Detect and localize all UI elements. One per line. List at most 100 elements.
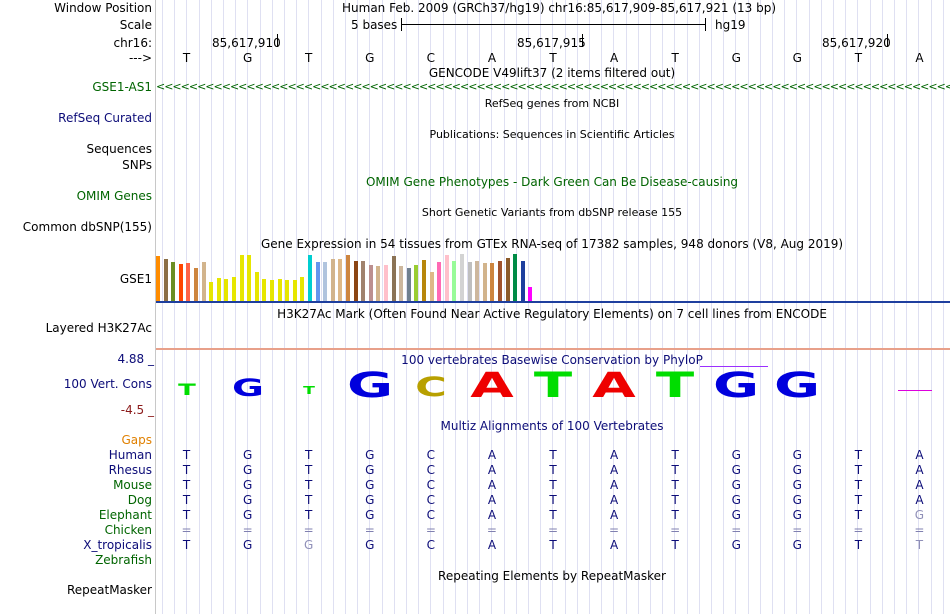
gtex-tissue-bar[interactable] xyxy=(482,263,487,301)
gtex-tissue-bar[interactable] xyxy=(444,255,449,301)
gtex-tissue-bar[interactable] xyxy=(308,255,312,301)
gtex-tissue-bar[interactable] xyxy=(475,261,480,301)
gtex-tissue-bar[interactable] xyxy=(247,255,252,301)
gtex-tissue-bar[interactable] xyxy=(384,265,388,301)
gtex-tissue-bar[interactable] xyxy=(368,265,373,301)
gtex-tissue-bar[interactable] xyxy=(513,254,518,301)
gtex-tissue-bar[interactable] xyxy=(315,262,320,301)
species-label[interactable]: Elephant xyxy=(98,508,152,522)
gtex-tissue-bar[interactable] xyxy=(528,287,533,301)
gtex-tissue-bar[interactable] xyxy=(490,263,495,301)
gtex-tissue-bar[interactable] xyxy=(399,266,404,301)
gtex-tissue-bar[interactable] xyxy=(330,259,335,301)
gtex-tissue-bar[interactable] xyxy=(292,280,297,301)
gtex-tissue-bar[interactable] xyxy=(270,280,274,301)
gtex-tissue-bar[interactable] xyxy=(414,265,419,301)
refseq-track-title[interactable]: RefSeq genes from NCBI xyxy=(484,97,620,110)
h3k27ac-track-title[interactable]: H3K27Ac Mark (Often Found Near Active Re… xyxy=(277,307,827,321)
dna-base: G xyxy=(242,51,253,65)
repeatmasker-track-label[interactable]: RepeatMasker xyxy=(66,583,152,597)
omim-track-title[interactable]: OMIM Gene Phenotypes - Dark Green Can Be… xyxy=(365,175,739,189)
alignment-base: C xyxy=(426,463,436,477)
gtex-tissue-bar[interactable] xyxy=(422,260,426,301)
gencode-track-label-gse1-as1[interactable]: GSE1-AS1 xyxy=(92,80,152,94)
gtex-tissue-bar[interactable] xyxy=(505,258,510,301)
gtex-tissue-bar[interactable] xyxy=(406,268,411,301)
gtex-tissue-bar[interactable] xyxy=(323,262,328,301)
gtex-tissue-bar[interactable] xyxy=(277,279,282,301)
cons-track-title[interactable]: 100 vertebrates Basewise Conservation by… xyxy=(401,353,703,367)
gtex-tissue-bar[interactable] xyxy=(391,256,396,301)
h3k27ac-track-label[interactable]: Layered H3K27Ac xyxy=(45,321,152,335)
alignment-base: T xyxy=(305,448,313,462)
species-label[interactable]: Rhesus xyxy=(108,463,152,477)
gtex-tissue-bar[interactable] xyxy=(254,272,259,301)
alignment-base: A xyxy=(609,508,619,522)
gtex-tissue-bar[interactable] xyxy=(178,264,183,301)
cons-logo-letter: T xyxy=(302,384,315,397)
gencode-track-title[interactable]: GENCODE V49lift37 (2 items filtered out) xyxy=(428,66,676,80)
gtex-tissue-bar[interactable] xyxy=(460,254,464,301)
gtex-tissue-bar[interactable] xyxy=(224,279,229,301)
gtex-tissue-bar[interactable] xyxy=(452,261,457,301)
alignment-base: A xyxy=(487,538,497,552)
dbsnp-track-label[interactable]: Common dbSNP(155) xyxy=(22,220,152,234)
gtex-tissue-bar[interactable] xyxy=(209,282,214,301)
cons-track-label[interactable]: 100 Vert. Cons xyxy=(63,377,152,391)
cons-logo-letter: G xyxy=(774,365,821,406)
alignment-base: C xyxy=(426,478,436,492)
cons-logo-letter: G xyxy=(231,373,264,402)
publications-track-label[interactable]: Sequences xyxy=(86,142,152,156)
gtex-tissue-bar[interactable] xyxy=(437,262,442,301)
species-label[interactable]: Chicken xyxy=(104,523,152,537)
gtex-tissue-bar[interactable] xyxy=(163,259,168,301)
alignment-base: C xyxy=(426,493,436,507)
alignment-base: = xyxy=(914,523,925,537)
species-label[interactable]: Gaps xyxy=(121,433,152,447)
gtex-tissue-bar[interactable] xyxy=(498,261,502,301)
alignment-base: = xyxy=(364,523,375,537)
snps-track-label[interactable]: SNPs xyxy=(122,158,152,172)
gtex-tissue-bar[interactable] xyxy=(520,261,525,301)
gtex-tissue-bar[interactable] xyxy=(156,256,160,301)
gtex-tissue-bar[interactable] xyxy=(186,263,191,301)
refseq-track-label[interactable]: RefSeq Curated xyxy=(58,111,152,125)
gtex-track-title[interactable]: Gene Expression in 54 tissues from GTEx … xyxy=(260,237,844,251)
gtex-tissue-bar[interactable] xyxy=(216,278,221,301)
repeatmasker-track-title[interactable]: Repeating Elements by RepeatMasker xyxy=(438,569,666,583)
species-label[interactable]: Dog xyxy=(127,493,152,507)
alignment-base: A xyxy=(487,478,497,492)
species-label[interactable]: Human xyxy=(108,448,152,462)
dbsnp-track-title[interactable]: Short Genetic Variants from dbSNP releas… xyxy=(421,206,683,219)
gtex-tissue-bar[interactable] xyxy=(285,280,290,301)
species-label[interactable]: X_tropicalis xyxy=(83,538,152,552)
scale-bar-left-tick xyxy=(401,18,402,31)
alignment-base: = xyxy=(792,523,803,537)
publications-track-title[interactable]: Publications: Sequences in Scientific Ar… xyxy=(429,128,675,141)
gtex-tissue-bar[interactable] xyxy=(201,262,206,301)
gtex-tissue-bar[interactable] xyxy=(262,279,267,301)
gse1-as1-gene-feature[interactable]: <<<<<<<<<<<<<<<<<<<<<<<<<<<<<<<<<<<<<<<<… xyxy=(156,81,950,93)
gtex-track-label-gse1[interactable]: GSE1 xyxy=(119,272,152,286)
gtex-tissue-bar[interactable] xyxy=(429,272,434,301)
gtex-tissue-bar[interactable] xyxy=(239,255,244,301)
gtex-tissue-bar[interactable] xyxy=(361,261,366,301)
cons-max-value: 4.88 _ xyxy=(117,352,154,366)
species-label[interactable]: Mouse xyxy=(113,478,152,492)
omim-track-label[interactable]: OMIM Genes xyxy=(76,189,152,203)
gtex-expression-bars[interactable] xyxy=(156,254,536,301)
alignment-base: T xyxy=(854,478,863,492)
gtex-tissue-bar[interactable] xyxy=(338,259,343,301)
gtex-tissue-bar[interactable] xyxy=(467,262,472,301)
gtex-tissue-bar[interactable] xyxy=(300,277,305,301)
multiz-track-title[interactable]: Multiz Alignments of 100 Vertebrates xyxy=(440,419,664,433)
gtex-tissue-bar[interactable] xyxy=(171,262,176,301)
gtex-tissue-bar[interactable] xyxy=(194,268,198,301)
gtex-tissue-bar[interactable] xyxy=(353,261,358,301)
gtex-tissue-bar[interactable] xyxy=(346,255,350,301)
alignment-base: T xyxy=(854,448,863,462)
species-label[interactable]: Zebrafish xyxy=(95,553,152,567)
gtex-tissue-bar[interactable] xyxy=(232,277,236,301)
gtex-tissue-bar[interactable] xyxy=(376,266,381,301)
